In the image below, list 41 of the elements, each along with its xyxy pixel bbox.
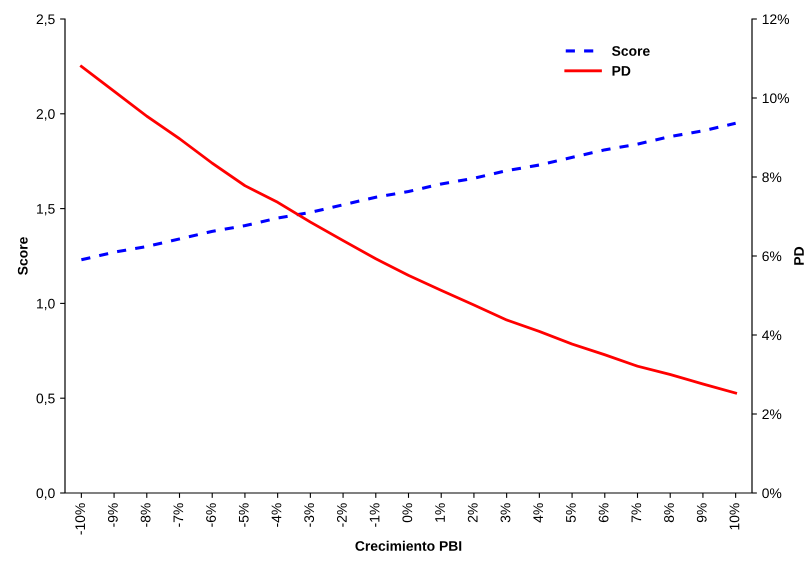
- x-tick-label: 3%: [500, 503, 510, 522]
- x-tick-label: -9%: [108, 503, 118, 527]
- y-tick-label: 1,0: [37, 298, 55, 310]
- y2-tick-label: 10%: [762, 93, 790, 104]
- x-axis-title: Crecimiento PBI: [355, 540, 462, 551]
- y2-tick-label: 4%: [762, 330, 782, 340]
- y2-tick-label: 6%: [762, 251, 782, 262]
- x-tick-label: -6%: [206, 503, 216, 527]
- x-tick-label: 2%: [468, 503, 478, 522]
- y-tick-label: 2,0: [36, 109, 55, 121]
- line-series: [80, 65, 738, 394]
- y2-tick-label: 8%: [762, 172, 782, 182]
- x-tick-label: 4%: [533, 503, 544, 522]
- y-tick-label: 0,0: [36, 488, 55, 500]
- y-tick-label: 2,5: [36, 14, 55, 26]
- y-axis-title: Score: [18, 237, 28, 275]
- x-tick-label: -8%: [140, 503, 151, 527]
- y-tick-label: 0,5: [36, 394, 55, 406]
- x-tick-label: -5%: [238, 503, 249, 527]
- y2-axis-title: PD: [794, 246, 804, 265]
- y2-tick-label: 0%: [762, 488, 782, 498]
- x-tick-label: -1%: [370, 503, 380, 527]
- x-tick-label: 10%: [730, 503, 740, 530]
- legend-label: Score: [612, 46, 650, 56]
- x-tick-label: 8%: [664, 503, 674, 522]
- x-tick-label: 9%: [696, 503, 707, 522]
- x-tick-label: 6%: [598, 503, 609, 522]
- x-tick-label: -2%: [336, 503, 347, 527]
- x-tick-label: 7%: [631, 503, 642, 522]
- y2-tick-label: 12%: [762, 14, 790, 24]
- y-tick-label: 1,5: [37, 204, 55, 216]
- x-tick-label: -4%: [272, 503, 282, 527]
- line-series: [80, 122, 738, 262]
- x-tick-label: -7%: [173, 503, 184, 527]
- x-tick-label: 1%: [435, 503, 445, 522]
- y2-tick-label: 2%: [762, 409, 782, 420]
- x-tick-label: 0%: [402, 503, 412, 522]
- x-tick-label: -3%: [304, 503, 314, 527]
- legend-label: PD: [612, 66, 630, 76]
- x-tick-label: 5%: [566, 503, 576, 522]
- x-tick-label: -10%: [75, 503, 86, 535]
